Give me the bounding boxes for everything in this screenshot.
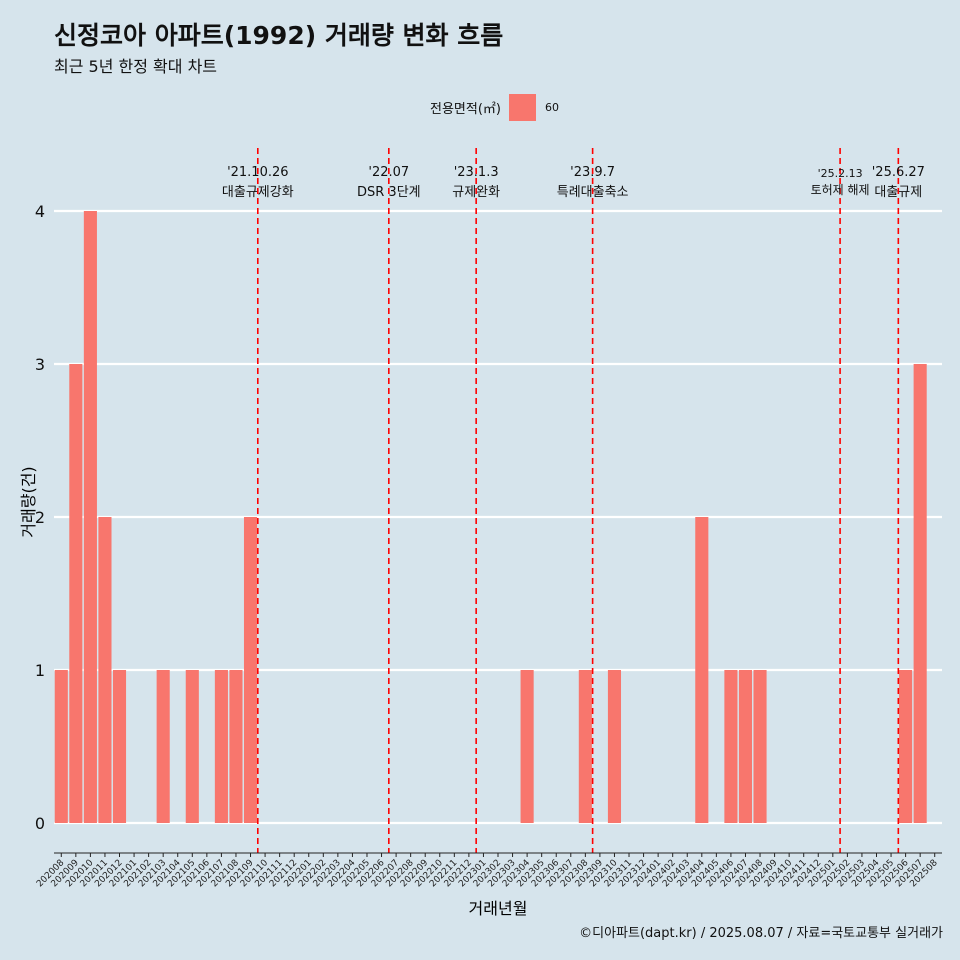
bar	[899, 670, 913, 823]
y-tick-label: 2	[35, 508, 45, 527]
legend-label: 60	[544, 100, 559, 114]
legend: 전용면적(㎡) 60	[430, 93, 559, 121]
event-date: '23.9.7	[570, 165, 615, 180]
x-axis: 2020082020092020102020112020122021012021…	[35, 852, 942, 889]
bar	[54, 670, 68, 823]
event-lines: '21.10.26 대출규제강화 '22.07 DSR 3단계 '23.1.3 규제완화 '…	[222, 148, 925, 853]
bar	[695, 517, 709, 823]
bar	[69, 364, 83, 823]
chart-title: 신정코아 아파트(1992) 거래량 변화 흐름	[54, 21, 504, 50]
legend-swatch	[508, 93, 536, 121]
bar	[520, 670, 534, 823]
chart-subtitle: 최근 5년 한정 확대 차트	[54, 57, 218, 76]
bar	[185, 670, 199, 823]
event-label: DSR 3단계	[357, 185, 421, 200]
event-date: '22.07	[368, 165, 409, 180]
bar	[578, 670, 592, 823]
bar	[229, 670, 243, 823]
bar	[83, 211, 97, 823]
bar	[738, 670, 753, 823]
bar	[98, 517, 112, 823]
event-date: '23.1.3	[454, 165, 499, 180]
event-label: 토허제 해제	[811, 183, 870, 197]
bar	[112, 670, 127, 823]
bar	[753, 670, 767, 823]
event-date: '25.2.13	[818, 167, 863, 180]
bar	[243, 517, 258, 823]
event-label: 규제완화	[452, 185, 500, 200]
y-tick-label: 3	[35, 355, 45, 374]
event-label: 대출규제	[874, 185, 922, 200]
y-axis-label: 거래량(건)	[19, 466, 38, 537]
event-label: 대출규제강화	[222, 185, 294, 200]
gridlines	[54, 209, 942, 825]
x-axis-label: 거래년월	[469, 899, 528, 918]
y-tick-label: 0	[35, 814, 45, 833]
bar	[724, 670, 738, 823]
bar	[214, 670, 228, 823]
bar-series	[54, 211, 927, 823]
bar	[913, 364, 927, 823]
caption: ©디아파트(dapt.kr) / 2025.08.07 / 자료=국토교통부 실…	[579, 926, 943, 941]
bar	[156, 670, 170, 823]
y-tick-label: 4	[35, 202, 45, 221]
y-tick-label: 1	[35, 661, 45, 680]
y-axis: 0 1 2 3 4	[35, 202, 45, 833]
event-date: '21.10.26	[227, 165, 288, 180]
event-date: '25.6.27	[872, 165, 925, 180]
bar	[607, 670, 622, 823]
event-label: 특례대출축소	[557, 185, 629, 200]
legend-title: 전용면적(㎡)	[430, 101, 501, 117]
